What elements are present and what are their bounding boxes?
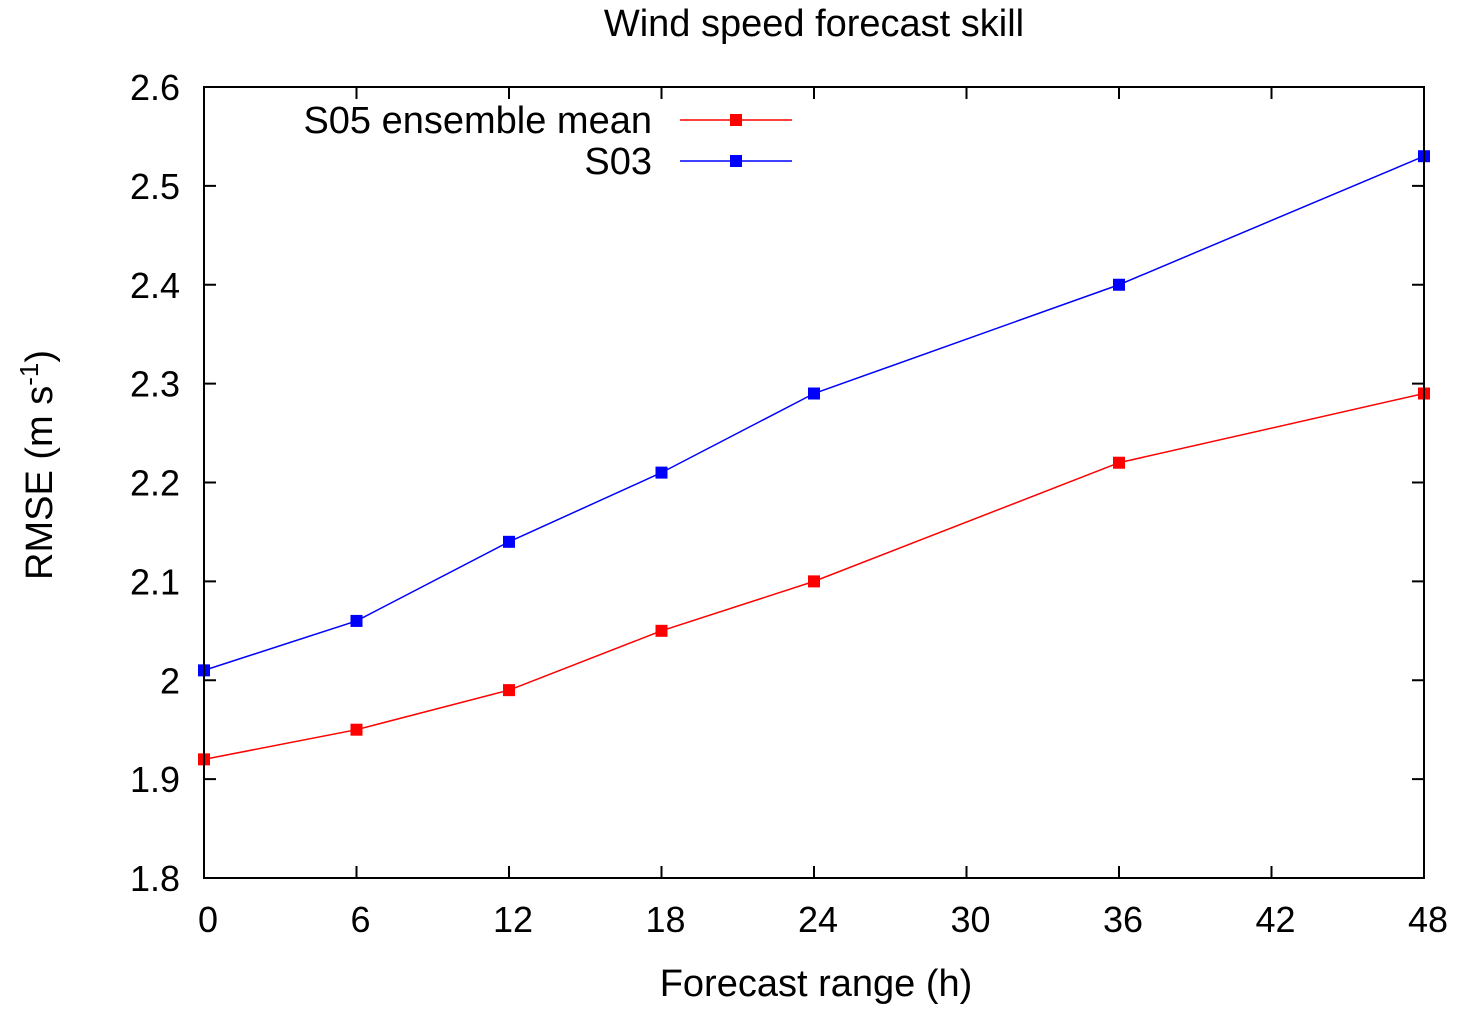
x-tick-label: 36 (1103, 899, 1143, 940)
y-tick-label: 2.1 (130, 561, 180, 602)
chart-title: Wind speed forecast skill (604, 3, 1024, 45)
series-0 (198, 387, 1430, 766)
x-tick-label: 48 (1408, 899, 1448, 940)
plot-frame (203, 86, 1425, 879)
series-line (203, 155, 1425, 672)
legend-label: S05 ensemble mean (303, 100, 652, 142)
legend-marker (730, 114, 742, 126)
data-point (503, 535, 515, 548)
data-point (503, 684, 515, 697)
x-tick-label: 42 (1255, 899, 1295, 940)
legend-marker (730, 155, 742, 167)
y-tick-label: 2 (160, 660, 180, 701)
x-tick-label: 30 (950, 899, 990, 940)
data-point (808, 387, 820, 400)
series-1 (198, 150, 1430, 677)
y-tick-label: 2.3 (130, 364, 180, 405)
x-tick-label: 18 (645, 899, 685, 940)
data-point (655, 624, 668, 637)
x-tick-label: 6 (350, 899, 370, 940)
y-tick-label: 2.5 (130, 166, 180, 207)
legend-entry: S03 (584, 141, 792, 183)
y-tick-label: 2.2 (130, 463, 180, 504)
y-axis-label-main: RMSE (m s (19, 386, 61, 580)
data-point (655, 466, 668, 479)
data-point (808, 575, 820, 588)
y-axis-label-end: ) (19, 350, 61, 363)
x-axis-label: Forecast range (h) (660, 963, 973, 1005)
legend-entry: S05 ensemble mean (303, 100, 792, 142)
x-tick-label: 0 (198, 899, 218, 940)
y-tick-label: 1.8 (130, 858, 180, 899)
y-axis-label: RMSE (m s-1) (14, 350, 61, 580)
x-tick-label: 24 (798, 899, 838, 940)
data-point (350, 614, 363, 627)
y-tick-label: 2.6 (130, 67, 180, 108)
y-tick-label: 2.4 (130, 265, 180, 306)
y-axis-label-sup: -1 (14, 363, 44, 386)
data-point (1113, 278, 1125, 291)
data-point (350, 723, 363, 736)
legend-label: S03 (584, 141, 652, 183)
y-tick-label: 1.9 (130, 759, 180, 800)
data-point (1113, 456, 1125, 469)
x-tick-label: 12 (493, 899, 533, 940)
